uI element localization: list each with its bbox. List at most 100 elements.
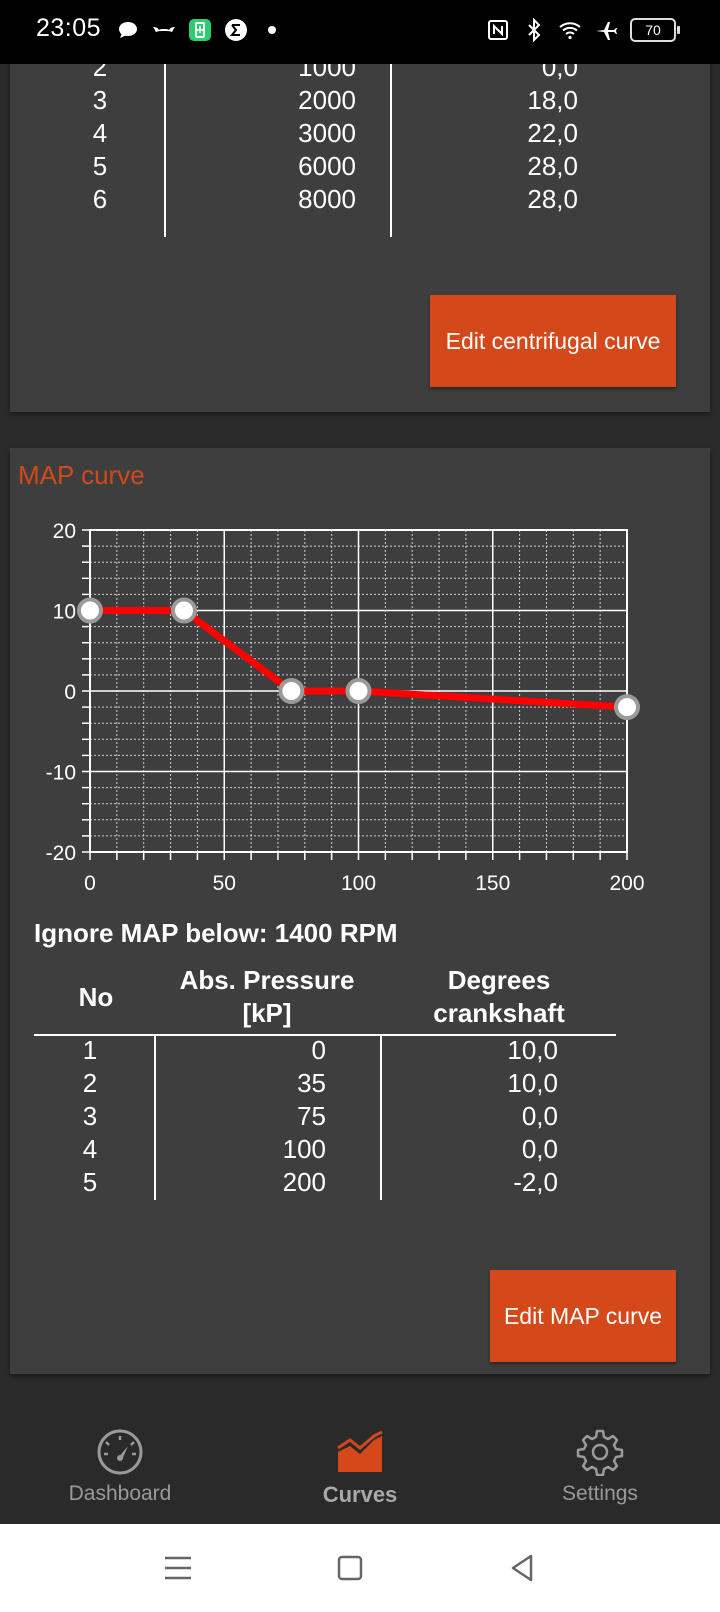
data-point [278,678,305,704]
wifi-icon [559,22,581,40]
row-degrees: 10,0 [507,1068,558,1098]
row-no: 3 [82,1101,98,1131]
row-no: 1 [82,1035,98,1065]
table-row: 5 200 -2,0 [34,1166,644,1199]
x-tick-label: 0 [84,872,96,895]
notification-icons [116,18,284,42]
header-pressure: Abs. Pressure [kP] [179,965,355,1028]
chat-bubble-icon [119,22,137,38]
header-degrees: Degrees crankshaft [433,965,565,1028]
row-no: 5 [82,1167,98,1197]
y-tick-label: 0 [64,681,76,704]
table-row: 1 0 10,0 [34,1034,644,1067]
back-triangle-icon[interactable] [504,1550,540,1586]
battery-icon: 70 [630,18,680,42]
nav-label-dashboard: Dashboard [68,1482,172,1505]
map-curve-card: MAP curve 0 50 100 150 200 20 10 0 -10 -20 Ignore… [10,448,710,1374]
map-table: 1 0 10,0 2 35 10,0 3 75 0,0 4 100 0,0 5 [34,1034,644,1200]
y-tick-label: -10 [46,762,76,785]
table-divider [380,1034,382,1200]
nav-item-curves[interactable]: Curves [240,1414,480,1524]
row-pressure: 75 [297,1101,326,1131]
bat-app-icon [153,27,175,32]
nfc-icon [488,20,508,40]
row-degrees: 0,0 [521,1134,558,1164]
row-degrees: 10,0 [507,1035,558,1065]
nav-label-curves: Curves [322,1482,398,1507]
airplane-icon [596,22,617,40]
speedometer-icon [97,1429,143,1475]
row-degrees: 28,0 [527,151,578,181]
status-time: 23:05 [36,14,102,42]
ignore-map-text: Ignore MAP below: 1400 RPM [34,918,398,948]
row-degrees: 18,0 [527,85,578,115]
scroll-content[interactable]: 2 1000 0,0 3 2000 18,0 4 3000 22,0 5 600… [0,64,720,1414]
notification-dot-icon [268,26,276,34]
row-no: 2 [92,64,108,82]
row-rpm: 8000 [298,184,356,214]
nav-item-dashboard[interactable]: Dashboard [0,1414,240,1524]
row-rpm: 3000 [298,118,356,148]
row-pressure: 100 [282,1134,326,1164]
row-no: 6 [92,184,108,214]
header-no: No [78,982,114,1012]
bluetooth-icon [528,18,541,42]
gear-icon [576,1429,624,1476]
nav-item-settings[interactable]: Settings [480,1414,720,1524]
table-row: 4 3000 22,0 [34,117,644,150]
x-tick-label: 50 [213,872,236,895]
data-point [614,694,640,721]
row-degrees: -2,0 [513,1167,558,1197]
bottom-navigation: Dashboard Curves Settings [0,1414,720,1524]
row-degrees: 28,0 [527,184,578,214]
row-no: 5 [92,151,108,181]
status-bar: 23:05 70 [0,0,720,64]
nav-label-settings: Settings [562,1482,638,1505]
data-point [170,597,197,624]
table-divider [390,64,392,237]
centrifugal-table: 2 1000 0,0 3 2000 18,0 4 3000 22,0 5 600… [34,64,644,237]
home-square-icon[interactable] [332,1550,368,1586]
x-tick-label: 150 [475,872,510,895]
table-divider [154,1034,156,1200]
map-curve-chart[interactable]: 0 50 100 150 200 20 10 0 -10 -20 [10,508,710,908]
system-icons: 70 [486,18,680,42]
table-row: 6 8000 28,0 [34,183,644,216]
y-tick-label: 20 [53,520,76,543]
y-tick-label: -20 [46,842,76,865]
row-rpm: 1000 [298,64,356,82]
header-divider [34,1034,616,1036]
y-tick-label: 10 [53,601,76,624]
table-row: 3 75 0,0 [34,1100,644,1133]
row-degrees: 22,0 [527,118,578,148]
data-point [345,678,372,704]
row-no: 3 [92,85,108,115]
map-curve-title: MAP curve [18,460,145,490]
row-degrees: 0,0 [521,1101,558,1131]
row-rpm: 2000 [298,85,356,115]
edit-map-curve-button[interactable]: Edit MAP curve [490,1270,676,1362]
row-no: 2 [82,1068,98,1098]
battery-saver-icon [189,19,211,41]
sigma-app-icon [225,19,247,41]
row-no: 4 [82,1134,98,1164]
x-tick-label: 100 [341,872,376,895]
table-row: 5 6000 28,0 [34,150,644,183]
system-navigation-bar [0,1524,720,1612]
data-point [77,597,103,624]
menu-icon[interactable] [160,1550,196,1586]
row-pressure: 35 [297,1068,326,1098]
centrifugal-curve-card: 2 1000 0,0 3 2000 18,0 4 3000 22,0 5 600… [10,64,710,412]
row-degrees: 0,0 [541,64,578,82]
table-row: 2 1000 0,0 [34,64,644,84]
row-rpm: 6000 [298,151,356,181]
x-tick-label: 200 [609,872,644,895]
edit-centrifugal-curve-button[interactable]: Edit centrifugal curve [430,295,676,387]
row-pressure: 200 [282,1167,326,1197]
curves-chart-icon [337,1430,383,1472]
table-row: 4 100 0,0 [34,1133,644,1166]
table-divider [164,64,166,237]
table-row: 2 35 10,0 [34,1067,644,1100]
row-no: 4 [92,118,108,148]
